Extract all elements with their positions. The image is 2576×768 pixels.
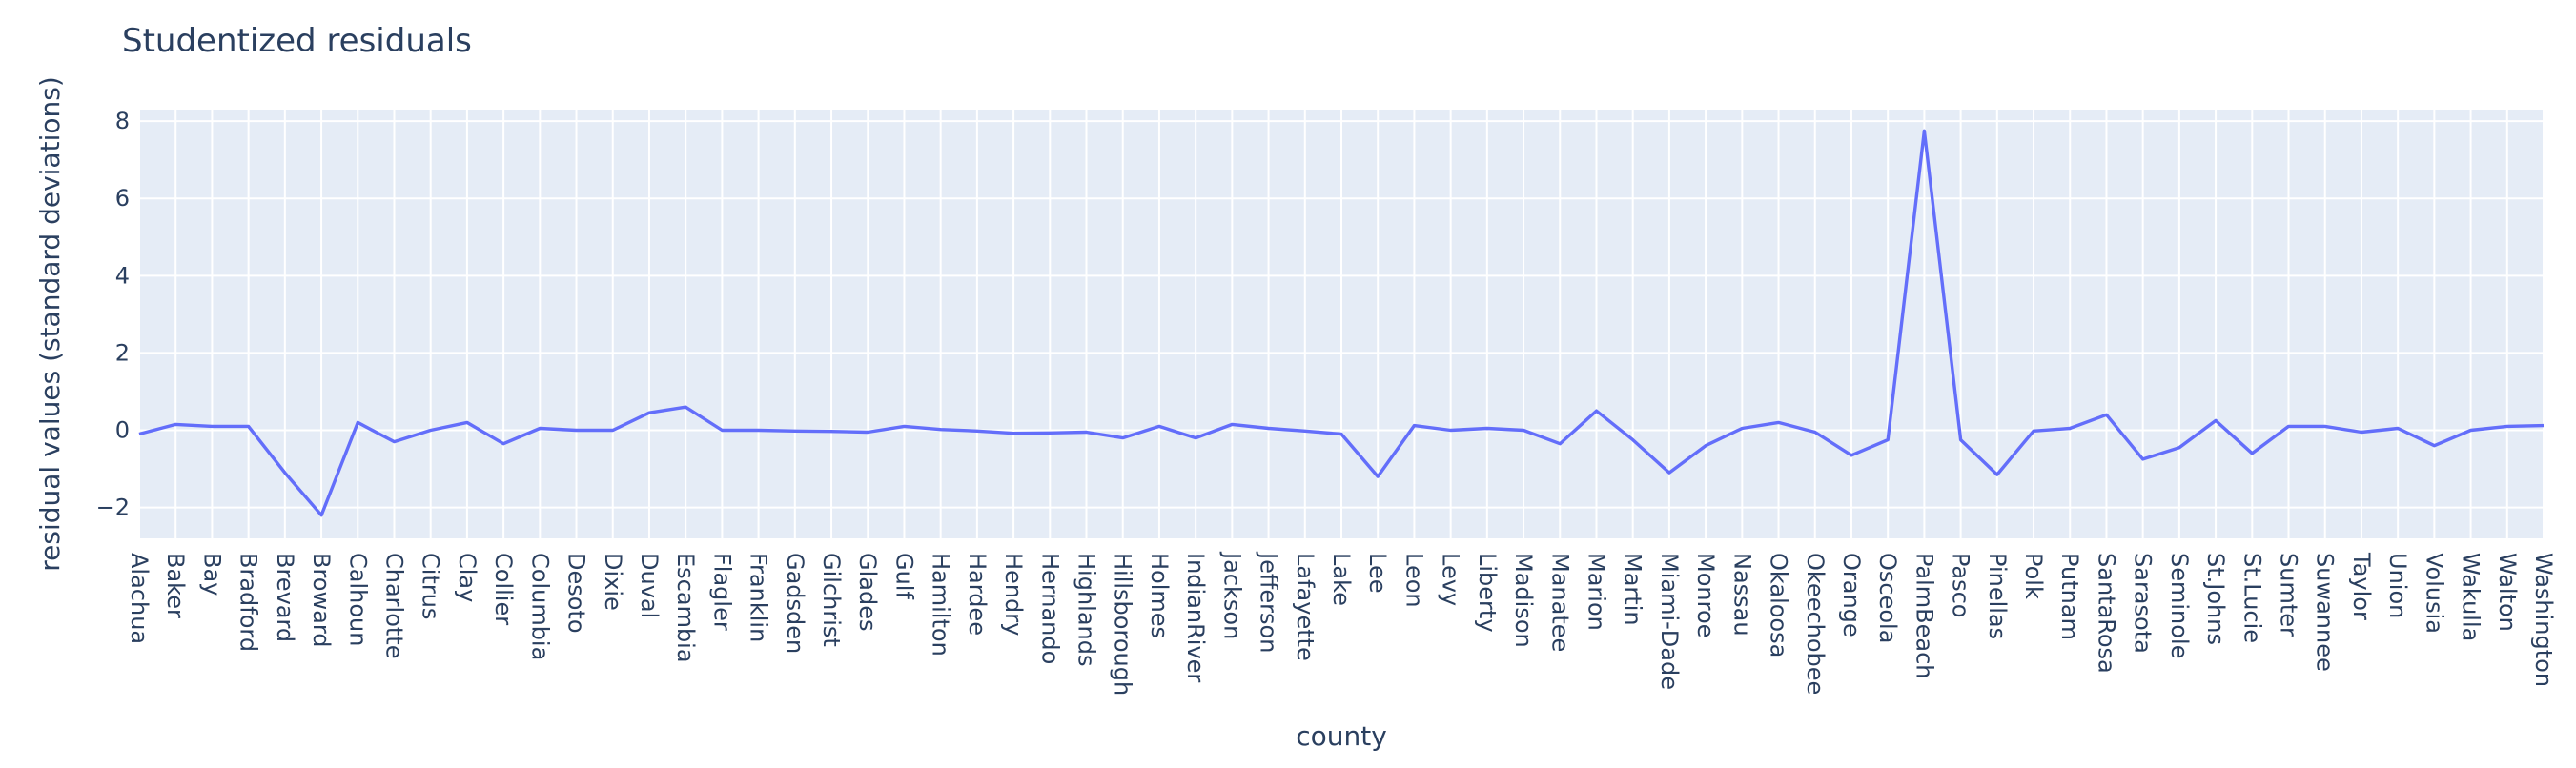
x-tick-labels: Alachua Baker Bay Bradford Brevard Broward Cal… — [126, 551, 2557, 696]
x-tick-label: Wakulla — [2458, 553, 2484, 641]
x-tick-label: Taylor — [2348, 552, 2375, 620]
x-tick-label: IndianRiver — [1182, 553, 1209, 682]
y-tick-label: −2 — [96, 495, 130, 521]
x-tick-label: SantaRosa — [2093, 553, 2119, 674]
x-tick-label: Gilchrist — [818, 553, 845, 647]
x-tick-label: Seminole — [2166, 553, 2193, 658]
x-tick-label: Leon — [1400, 553, 1427, 608]
y-tick-label: 6 — [115, 185, 130, 212]
x-tick-label: Holmes — [1146, 553, 1173, 638]
x-tick-label: Brevard — [272, 553, 298, 642]
y-axis-title: residual values (standard deviations) — [34, 76, 66, 572]
x-tick-label: Sumter — [2276, 553, 2302, 637]
vertical-gridlines — [138, 110, 2545, 538]
x-tick-label: Alachua — [126, 553, 153, 644]
x-tick-label: Broward — [308, 553, 335, 648]
horizontal-gridlines — [139, 120, 2544, 509]
x-tick-label: Citrus — [418, 553, 444, 619]
x-tick-label: Duval — [636, 553, 663, 618]
x-tick-label: Collier — [490, 553, 517, 625]
x-tick-label: Clay — [454, 553, 480, 602]
x-axis-title: county — [1296, 720, 1387, 752]
x-tick-label: Monroe — [1692, 553, 1719, 637]
x-tick-label: Liberty — [1474, 553, 1501, 633]
x-tick-label: Okeechobee — [1802, 553, 1829, 695]
y-tick-label: 8 — [115, 108, 130, 134]
x-tick-label: Martin — [1620, 553, 1646, 626]
x-tick-label: Jackson — [1218, 551, 1245, 639]
x-tick-label: Okaloosa — [1766, 553, 1792, 657]
x-tick-label: Miami-Dade — [1656, 553, 1683, 690]
x-tick-label: Orange — [1838, 553, 1865, 637]
x-tick-label: Lafayette — [1292, 553, 1319, 661]
x-tick-label: Gulf — [890, 553, 917, 599]
x-tick-label: Hendry — [1000, 553, 1027, 636]
x-tick-label: Glades — [854, 553, 881, 631]
x-tick-label: Sarasota — [2130, 553, 2157, 654]
x-tick-label: Charlotte — [380, 553, 407, 658]
x-tick-label: St.Johns — [2202, 553, 2229, 645]
y-tick-label: 0 — [115, 416, 130, 443]
x-tick-label: Escambia — [672, 553, 699, 663]
x-tick-label: Hernando — [1036, 553, 1063, 664]
x-tick-label: Baker — [162, 553, 189, 618]
x-tick-label: Columbia — [526, 553, 553, 660]
x-tick-label: Dixie — [600, 553, 626, 611]
x-tick-label: Levy — [1438, 553, 1464, 606]
x-tick-label: Nassau — [1728, 553, 1755, 637]
chart-title: Studentized residuals — [122, 22, 472, 60]
x-tick-label: Osceola — [1874, 553, 1901, 643]
x-tick-label: Washington — [2530, 553, 2557, 687]
x-tick-label: Polk — [2020, 553, 2047, 599]
residual-series-line — [138, 129, 2545, 517]
x-tick-label: Putnam — [2056, 553, 2083, 640]
x-tick-label: Gadsden — [782, 553, 808, 654]
x-tick-label: Desoto — [563, 553, 590, 634]
x-tick-label: Manatee — [1546, 553, 1573, 652]
x-tick-label: Madison — [1510, 553, 1537, 648]
x-tick-label: Hamilton — [928, 553, 954, 657]
x-tick-label: Pinellas — [1984, 553, 2011, 639]
x-tick-label: Flagler — [708, 553, 735, 631]
x-tick-label: Franklin — [746, 553, 772, 642]
y-tick-label: 4 — [115, 262, 130, 289]
x-tick-label: Hardee — [964, 553, 991, 636]
x-tick-label: Walton — [2494, 553, 2521, 632]
x-tick-label: Hillsborough — [1110, 553, 1136, 696]
y-tick-labels: −2 0 2 4 6 8 — [96, 108, 130, 520]
x-tick-label: St.Lucie — [2239, 553, 2265, 643]
x-tick-label: Bradford — [235, 553, 262, 652]
x-tick-label: Pasco — [1948, 553, 1974, 617]
x-tick-label: Suwannee — [2312, 553, 2339, 672]
x-tick-label: Union — [2384, 553, 2411, 618]
x-tick-label: Bay — [198, 553, 225, 596]
x-tick-label: Lee — [1364, 553, 1391, 593]
x-tick-label: Calhoun — [344, 553, 371, 646]
x-tick-label: Volusia — [2421, 553, 2447, 634]
x-tick-label: Lake — [1328, 553, 1355, 606]
x-tick-label: Marion — [1583, 553, 1609, 631]
y-tick-label: 2 — [115, 339, 130, 366]
x-tick-label: PalmBeach — [1911, 553, 1937, 679]
x-tick-label: Highlands — [1073, 553, 1100, 666]
x-tick-label: Jefferson — [1256, 551, 1282, 653]
